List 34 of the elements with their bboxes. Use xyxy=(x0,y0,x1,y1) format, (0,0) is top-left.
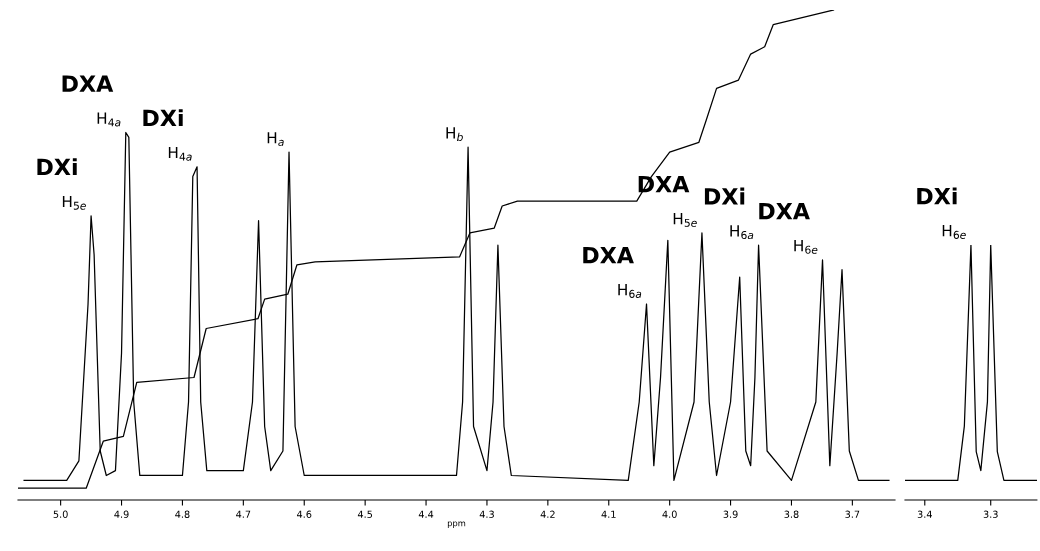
annotation: H$_{a}$ xyxy=(267,132,284,147)
x-tick-label: 4.6 xyxy=(296,510,312,518)
x-tick-label: 4.4 xyxy=(418,510,434,518)
x-tick-label: 4.3 xyxy=(479,510,494,518)
x-tick-label: 4.7 xyxy=(236,510,251,518)
annotation: DXi xyxy=(143,109,183,127)
annotation: DXi xyxy=(917,187,957,205)
x-tick-label: 3.9 xyxy=(723,510,738,518)
annotation: DXA xyxy=(759,202,810,220)
annotation: DXi xyxy=(37,158,77,176)
x-tick-label: 4.5 xyxy=(357,510,373,518)
annotation: H$_{6e}$ xyxy=(794,240,818,254)
x-tick-label: 4.8 xyxy=(175,510,190,518)
x-axis-title: ppm xyxy=(447,521,466,528)
x-tick-label: 4.1 xyxy=(601,510,616,518)
x-tick-label: 3.7 xyxy=(845,510,860,518)
annotation: H$_{6a}$ xyxy=(730,225,754,240)
annotation: H$_{4a}$ xyxy=(97,112,121,127)
x-tick-label: 3.4 xyxy=(917,510,932,518)
annotation: H$_{5e}$ xyxy=(673,213,697,227)
x-tick-label: 4.0 xyxy=(662,510,677,518)
x-tick-label: 4.2 xyxy=(540,510,555,518)
annotation: H$_{b}$ xyxy=(446,127,463,142)
annotation: H$_{6a}$ xyxy=(618,284,642,298)
annotation: DXA xyxy=(583,247,634,264)
annotation: DXA xyxy=(62,75,114,92)
x-tick-label: 5.0 xyxy=(53,510,68,518)
x-tick-label: 3.8 xyxy=(784,510,799,518)
annotation: DXi xyxy=(704,187,745,205)
annotation: H$_{5e}$ xyxy=(62,195,86,210)
annotation: H$_{4a}$ xyxy=(168,146,192,161)
x-tick-label: 4.9 xyxy=(114,510,129,518)
x-tick-label: 3.3 xyxy=(983,510,998,518)
annotation: H$_{6e}$ xyxy=(942,225,966,239)
